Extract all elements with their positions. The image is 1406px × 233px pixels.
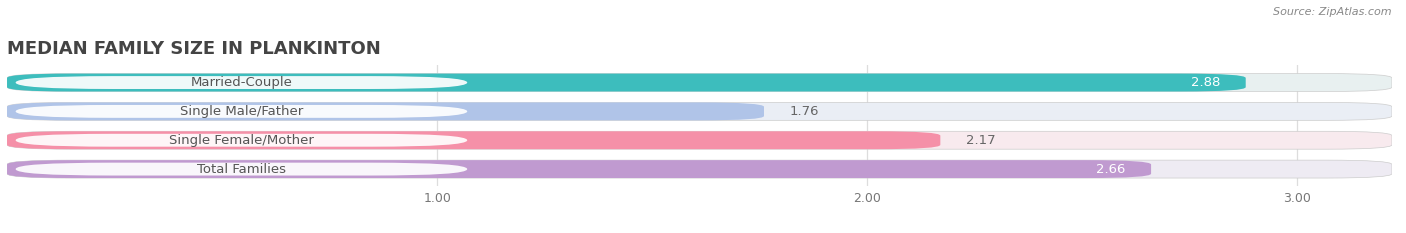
Text: Married-Couple: Married-Couple: [190, 76, 292, 89]
FancyBboxPatch shape: [7, 160, 1392, 178]
Text: MEDIAN FAMILY SIZE IN PLANKINTON: MEDIAN FAMILY SIZE IN PLANKINTON: [7, 40, 381, 58]
Text: 2.88: 2.88: [1191, 76, 1220, 89]
Text: Single Male/Father: Single Male/Father: [180, 105, 304, 118]
Text: Single Female/Mother: Single Female/Mother: [169, 134, 314, 147]
FancyBboxPatch shape: [7, 160, 1152, 178]
FancyBboxPatch shape: [15, 105, 467, 118]
Text: Total Families: Total Families: [197, 163, 285, 176]
FancyBboxPatch shape: [7, 131, 1392, 149]
FancyBboxPatch shape: [7, 74, 1246, 92]
Text: 2.66: 2.66: [1095, 163, 1125, 176]
Text: Source: ZipAtlas.com: Source: ZipAtlas.com: [1274, 7, 1392, 17]
FancyBboxPatch shape: [15, 134, 467, 147]
FancyBboxPatch shape: [15, 76, 467, 89]
Text: 2.17: 2.17: [966, 134, 995, 147]
FancyBboxPatch shape: [7, 103, 763, 120]
FancyBboxPatch shape: [7, 103, 1392, 120]
Text: 1.76: 1.76: [790, 105, 820, 118]
FancyBboxPatch shape: [7, 74, 1392, 92]
FancyBboxPatch shape: [15, 163, 467, 175]
FancyBboxPatch shape: [7, 131, 941, 149]
